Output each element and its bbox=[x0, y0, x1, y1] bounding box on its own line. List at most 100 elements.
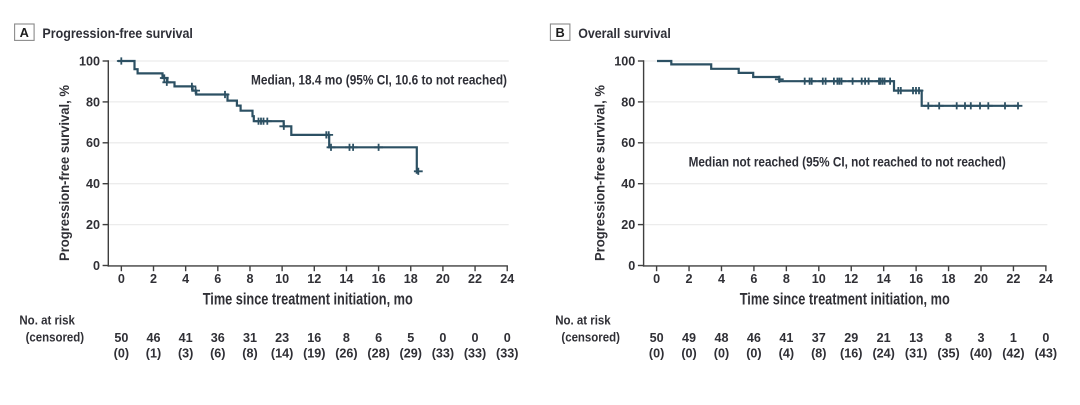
svg-text:16: 16 bbox=[372, 272, 386, 286]
svg-text:100: 100 bbox=[79, 54, 100, 68]
svg-text:Time since treatment initiatio: Time since treatment initiation, mo bbox=[203, 289, 413, 308]
svg-text:B: B bbox=[555, 25, 564, 40]
svg-text:(4): (4) bbox=[779, 347, 794, 361]
svg-text:8: 8 bbox=[945, 331, 952, 345]
svg-text:0: 0 bbox=[628, 259, 635, 273]
svg-text:(0): (0) bbox=[649, 347, 664, 361]
svg-text:(40): (40) bbox=[970, 347, 992, 361]
svg-text:0: 0 bbox=[1042, 331, 1049, 345]
svg-text:(censored): (censored) bbox=[561, 330, 620, 345]
svg-text:36: 36 bbox=[211, 331, 225, 345]
svg-text:0: 0 bbox=[439, 331, 446, 345]
svg-text:(8): (8) bbox=[811, 347, 826, 361]
svg-text:Median not reached (95% CI, no: Median not reached (95% CI, not reached … bbox=[689, 154, 1006, 169]
svg-text:22: 22 bbox=[1006, 272, 1020, 286]
svg-text:(19): (19) bbox=[303, 347, 325, 361]
svg-text:6: 6 bbox=[375, 331, 382, 345]
svg-text:(0): (0) bbox=[681, 347, 696, 361]
svg-text:100: 100 bbox=[614, 54, 635, 68]
svg-text:50: 50 bbox=[114, 331, 128, 345]
svg-text:31: 31 bbox=[243, 331, 257, 345]
svg-text:24: 24 bbox=[500, 272, 514, 286]
svg-text:0: 0 bbox=[118, 272, 125, 286]
svg-text:80: 80 bbox=[621, 95, 635, 109]
svg-text:40: 40 bbox=[621, 177, 635, 191]
svg-text:No. at risk: No. at risk bbox=[555, 312, 611, 327]
svg-text:60: 60 bbox=[86, 136, 100, 150]
svg-text:18: 18 bbox=[404, 272, 418, 286]
svg-text:(42): (42) bbox=[1002, 347, 1024, 361]
svg-text:20: 20 bbox=[86, 218, 100, 232]
svg-text:(33): (33) bbox=[496, 347, 518, 361]
svg-text:0: 0 bbox=[93, 259, 100, 273]
svg-text:Progression-free survival: Progression-free survival bbox=[42, 25, 193, 41]
svg-text:41: 41 bbox=[779, 331, 793, 345]
svg-text:(1): (1) bbox=[146, 347, 161, 361]
svg-text:(0): (0) bbox=[714, 347, 729, 361]
svg-text:60: 60 bbox=[621, 136, 635, 150]
svg-text:(0): (0) bbox=[746, 347, 761, 361]
svg-text:Median, 18.4 mo (95% CI, 10.6: Median, 18.4 mo (95% CI, 10.6 to not rea… bbox=[251, 73, 507, 88]
svg-text:3: 3 bbox=[977, 331, 984, 345]
svg-text:A: A bbox=[20, 25, 29, 40]
svg-text:(26): (26) bbox=[335, 347, 357, 361]
svg-text:2: 2 bbox=[686, 272, 693, 286]
svg-text:(33): (33) bbox=[464, 347, 486, 361]
svg-text:46: 46 bbox=[747, 331, 761, 345]
svg-text:20: 20 bbox=[621, 218, 635, 232]
svg-text:14: 14 bbox=[339, 272, 353, 286]
svg-text:16: 16 bbox=[909, 272, 923, 286]
svg-text:(35): (35) bbox=[937, 347, 959, 361]
svg-text:48: 48 bbox=[714, 331, 728, 345]
svg-text:21: 21 bbox=[877, 331, 891, 345]
svg-text:22: 22 bbox=[468, 272, 482, 286]
svg-text:14: 14 bbox=[877, 272, 891, 286]
svg-text:10: 10 bbox=[275, 272, 289, 286]
svg-text:5: 5 bbox=[407, 331, 414, 345]
svg-text:(14): (14) bbox=[271, 347, 293, 361]
svg-text:0: 0 bbox=[653, 272, 660, 286]
svg-text:20: 20 bbox=[436, 272, 450, 286]
svg-text:8: 8 bbox=[343, 331, 350, 345]
svg-text:6: 6 bbox=[750, 272, 757, 286]
svg-text:(6): (6) bbox=[210, 347, 225, 361]
svg-text:40: 40 bbox=[86, 177, 100, 191]
svg-text:Overall survival: Overall survival bbox=[578, 25, 671, 41]
svg-text:2: 2 bbox=[150, 272, 157, 286]
svg-text:24: 24 bbox=[1039, 272, 1053, 286]
svg-text:(censored): (censored) bbox=[26, 330, 85, 345]
svg-text:Time since treatment initiatio: Time since treatment initiation, mo bbox=[740, 289, 950, 308]
svg-text:(31): (31) bbox=[905, 347, 927, 361]
svg-text:Progression-free survival, %: Progression-free survival, % bbox=[57, 85, 72, 261]
svg-text:Progression-free survival, %: Progression-free survival, % bbox=[592, 85, 607, 261]
svg-text:(28): (28) bbox=[367, 347, 389, 361]
svg-text:0: 0 bbox=[504, 331, 511, 345]
svg-text:20: 20 bbox=[974, 272, 988, 286]
svg-text:(16): (16) bbox=[840, 347, 862, 361]
svg-text:6: 6 bbox=[214, 272, 221, 286]
svg-text:4: 4 bbox=[718, 272, 725, 286]
svg-text:8: 8 bbox=[783, 272, 790, 286]
svg-text:4: 4 bbox=[182, 272, 189, 286]
svg-text:12: 12 bbox=[844, 272, 858, 286]
svg-text:80: 80 bbox=[86, 95, 100, 109]
svg-text:49: 49 bbox=[682, 331, 696, 345]
svg-text:12: 12 bbox=[307, 272, 321, 286]
svg-text:16: 16 bbox=[307, 331, 321, 345]
svg-text:29: 29 bbox=[844, 331, 858, 345]
svg-text:(0): (0) bbox=[114, 347, 129, 361]
svg-text:10: 10 bbox=[812, 272, 826, 286]
svg-text:(29): (29) bbox=[400, 347, 422, 361]
svg-text:(43): (43) bbox=[1035, 347, 1057, 361]
svg-text:No. at risk: No. at risk bbox=[19, 312, 75, 327]
svg-text:(33): (33) bbox=[432, 347, 454, 361]
svg-text:(24): (24) bbox=[872, 347, 894, 361]
svg-text:18: 18 bbox=[942, 272, 956, 286]
svg-text:13: 13 bbox=[909, 331, 923, 345]
svg-text:46: 46 bbox=[146, 331, 160, 345]
svg-text:(8): (8) bbox=[242, 347, 257, 361]
svg-text:23: 23 bbox=[275, 331, 289, 345]
svg-text:8: 8 bbox=[246, 272, 253, 286]
svg-text:37: 37 bbox=[812, 331, 826, 345]
svg-text:50: 50 bbox=[650, 331, 664, 345]
